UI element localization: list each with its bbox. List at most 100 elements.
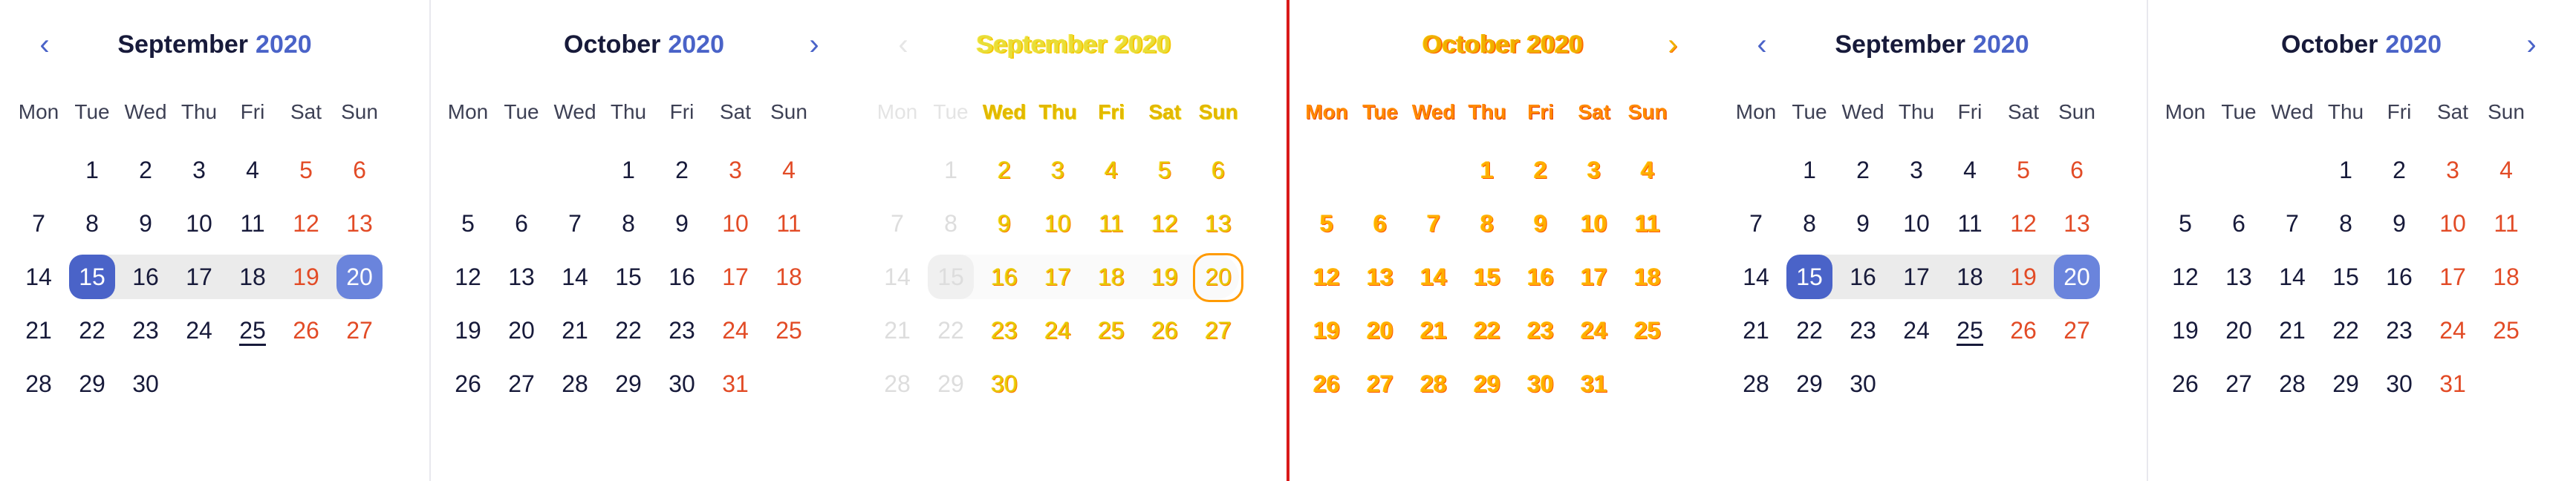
calendar-day[interactable]: 27: [1191, 304, 1245, 357]
calendar-day[interactable]: 26: [1300, 357, 1353, 410]
calendar-day[interactable]: 9: [1514, 197, 1567, 250]
calendar-day[interactable]: 2: [1514, 143, 1567, 197]
calendar-day[interactable]: 29: [1460, 357, 1514, 410]
calendar-day[interactable]: 9: [978, 197, 1031, 250]
calendar-day[interactable]: 17: [709, 250, 762, 304]
calendar-day[interactable]: 14: [548, 250, 602, 304]
calendar-day[interactable]: 25: [2479, 304, 2533, 357]
calendar-day[interactable]: 19: [1997, 250, 2050, 304]
calendar-day[interactable]: 17: [2426, 250, 2479, 304]
calendar-day[interactable]: 20: [1191, 250, 1245, 304]
calendar-day[interactable]: 29: [602, 357, 655, 410]
chevron-right-icon[interactable]: ›: [1668, 28, 1678, 61]
calendar-day[interactable]: 26: [441, 357, 495, 410]
calendar-day[interactable]: 5: [441, 197, 495, 250]
calendar-day[interactable]: 4: [1084, 143, 1138, 197]
calendar-day[interactable]: 28: [871, 357, 924, 410]
calendar-day[interactable]: 3: [172, 143, 226, 197]
calendar-day[interactable]: 15: [602, 250, 655, 304]
calendar-day[interactable]: 6: [2050, 143, 2104, 197]
calendar-day[interactable]: 15: [2319, 250, 2372, 304]
calendar-day[interactable]: 10: [2426, 197, 2479, 250]
calendar-day[interactable]: 5: [1997, 143, 2050, 197]
calendar-day[interactable]: 14: [1407, 250, 1460, 304]
calendar-day[interactable]: 11: [1621, 197, 1674, 250]
calendar-day[interactable]: 27: [2212, 357, 2266, 410]
calendar-day[interactable]: 7: [871, 197, 924, 250]
calendar-day[interactable]: 7: [2266, 197, 2319, 250]
calendar-day[interactable]: 29: [1783, 357, 1836, 410]
calendar-day[interactable]: 24: [1567, 304, 1621, 357]
calendar-day[interactable]: 10: [1567, 197, 1621, 250]
calendar-day[interactable]: 8: [924, 197, 978, 250]
calendar-day[interactable]: 28: [2266, 357, 2319, 410]
calendar-day[interactable]: 15: [924, 250, 978, 304]
calendar-day[interactable]: 23: [1514, 304, 1567, 357]
calendar-day[interactable]: 9: [655, 197, 709, 250]
chevron-left-icon[interactable]: ‹: [1757, 28, 1767, 61]
calendar-day[interactable]: 22: [602, 304, 655, 357]
calendar-day[interactable]: 1: [2319, 143, 2372, 197]
calendar-day[interactable]: 30: [119, 357, 172, 410]
calendar-day[interactable]: 31: [1567, 357, 1621, 410]
calendar-day[interactable]: 8: [1460, 197, 1514, 250]
calendar-day[interactable]: 4: [762, 143, 816, 197]
calendar-day[interactable]: 9: [2372, 197, 2426, 250]
calendar-day[interactable]: 13: [2212, 250, 2266, 304]
calendar-day[interactable]: 16: [1836, 250, 1890, 304]
calendar-day[interactable]: 1: [1783, 143, 1836, 197]
calendar-day[interactable]: 25: [1084, 304, 1138, 357]
calendar-day[interactable]: 6: [333, 143, 386, 197]
calendar-day[interactable]: 9: [119, 197, 172, 250]
calendar-day[interactable]: 12: [1997, 197, 2050, 250]
calendar-day[interactable]: 26: [279, 304, 333, 357]
calendar-day[interactable]: 1: [924, 143, 978, 197]
calendar-day[interactable]: 20: [333, 250, 386, 304]
calendar-day[interactable]: 16: [655, 250, 709, 304]
calendar-day[interactable]: 6: [1353, 197, 1407, 250]
calendar-day[interactable]: 13: [2050, 197, 2104, 250]
calendar-day[interactable]: 18: [2479, 250, 2533, 304]
calendar-day[interactable]: 17: [172, 250, 226, 304]
calendar-day[interactable]: 1: [602, 143, 655, 197]
calendar-day[interactable]: 28: [1407, 357, 1460, 410]
calendar-day[interactable]: 21: [2266, 304, 2319, 357]
calendar-day[interactable]: 20: [1353, 304, 1407, 357]
calendar-day[interactable]: 15: [1460, 250, 1514, 304]
calendar-day[interactable]: 25: [1943, 304, 1997, 357]
calendar-day[interactable]: 11: [1943, 197, 1997, 250]
calendar-day[interactable]: 19: [441, 304, 495, 357]
calendar-day[interactable]: 4: [2479, 143, 2533, 197]
calendar-day[interactable]: 13: [333, 197, 386, 250]
calendar-day[interactable]: 27: [2050, 304, 2104, 357]
calendar-day[interactable]: 27: [495, 357, 548, 410]
calendar-day[interactable]: 24: [1031, 304, 1084, 357]
calendar-day[interactable]: 1: [65, 143, 119, 197]
calendar-day[interactable]: 3: [1890, 143, 1943, 197]
calendar-day[interactable]: 11: [226, 197, 279, 250]
calendar-day[interactable]: 25: [226, 304, 279, 357]
calendar-day[interactable]: 22: [924, 304, 978, 357]
calendar-day[interactable]: 13: [1191, 197, 1245, 250]
calendar-day[interactable]: 2: [1836, 143, 1890, 197]
calendar-day[interactable]: 21: [871, 304, 924, 357]
calendar-day[interactable]: 22: [1783, 304, 1836, 357]
calendar-day[interactable]: 30: [655, 357, 709, 410]
calendar-day[interactable]: 12: [279, 197, 333, 250]
calendar-day[interactable]: 4: [1943, 143, 1997, 197]
calendar-day[interactable]: 4: [1621, 143, 1674, 197]
calendar-day[interactable]: 7: [1729, 197, 1783, 250]
calendar-day[interactable]: 18: [226, 250, 279, 304]
calendar-day[interactable]: 16: [2372, 250, 2426, 304]
calendar-day[interactable]: 30: [2372, 357, 2426, 410]
calendar-day[interactable]: 29: [924, 357, 978, 410]
calendar-day[interactable]: 8: [1783, 197, 1836, 250]
calendar-day[interactable]: 9: [1836, 197, 1890, 250]
calendar-day[interactable]: 10: [1031, 197, 1084, 250]
calendar-day[interactable]: 4: [226, 143, 279, 197]
calendar-day[interactable]: 15: [1783, 250, 1836, 304]
calendar-day[interactable]: 18: [1084, 250, 1138, 304]
calendar-day[interactable]: 11: [1084, 197, 1138, 250]
calendar-day[interactable]: 2: [978, 143, 1031, 197]
calendar-day[interactable]: 7: [12, 197, 65, 250]
